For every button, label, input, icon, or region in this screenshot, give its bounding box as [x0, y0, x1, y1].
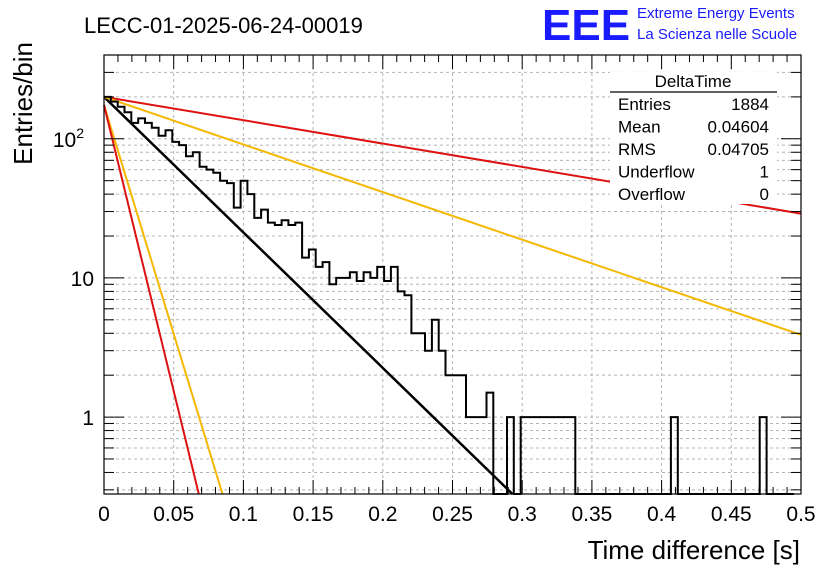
x-tick-label: 0.45: [711, 503, 752, 526]
stats-row-label: Overflow: [618, 185, 686, 204]
y-tick-label: 1: [82, 407, 94, 430]
x-axis-label: Time difference [s]: [588, 535, 800, 565]
x-tick-label: 0.5: [786, 503, 815, 526]
y-axis-label: Entries/bin: [8, 42, 38, 165]
stats-row-label: RMS: [618, 140, 656, 159]
stats-row-value: 0.04604: [708, 118, 769, 137]
fit-line: [103, 95, 514, 495]
logo-letters: EEE: [542, 1, 630, 50]
axis-ticks: 0 0.05 0.1 0.15 0.2 0.25 0.3 0.35 0.4 0.45 0.51101…: [53, 54, 816, 526]
stats-box: DeltaTime Entries 1884 Mean 0.04604 RMS 0.047…: [610, 72, 777, 204]
chart-title: LECC-01-2025-06-24-00019: [84, 13, 363, 38]
stats-row-value: 0.04705: [708, 140, 769, 159]
x-tick-label: 0.35: [571, 503, 612, 526]
stats-row-value: 1: [760, 163, 769, 182]
stats-name: DeltaTime: [655, 72, 732, 91]
fit-line: [103, 95, 802, 336]
fit-line: [103, 104, 200, 495]
x-tick-label: 0.25: [432, 503, 473, 526]
y-tick-label: 10: [71, 268, 94, 291]
stats-row-label: Underflow: [618, 163, 695, 182]
y-tick-label: 102: [53, 125, 84, 152]
x-tick-label: 0.1: [229, 503, 258, 526]
stats-row-label: Entries: [618, 95, 671, 114]
logo-line1: Extreme Energy Events: [637, 5, 795, 22]
fit-line: [103, 104, 224, 495]
eee-logo: EEE Extreme Energy Events La Scienza nel…: [542, 1, 797, 50]
stats-row-value: 1884: [731, 95, 769, 114]
x-tick-label: 0.05: [153, 503, 194, 526]
x-tick-label: 0.4: [647, 503, 677, 526]
x-tick-label: 0.15: [293, 503, 334, 526]
y-tick-exponent: 2: [76, 125, 84, 141]
logo-line2: La Scienza nelle Scuole: [637, 26, 797, 43]
x-tick-label: 0.2: [368, 503, 397, 526]
x-tick-label: 0.3: [508, 503, 537, 526]
x-tick-label: 0: [98, 503, 110, 526]
stats-row-value: 0: [760, 185, 769, 204]
stats-background: [610, 72, 777, 204]
stats-row-label: Mean: [618, 118, 661, 137]
